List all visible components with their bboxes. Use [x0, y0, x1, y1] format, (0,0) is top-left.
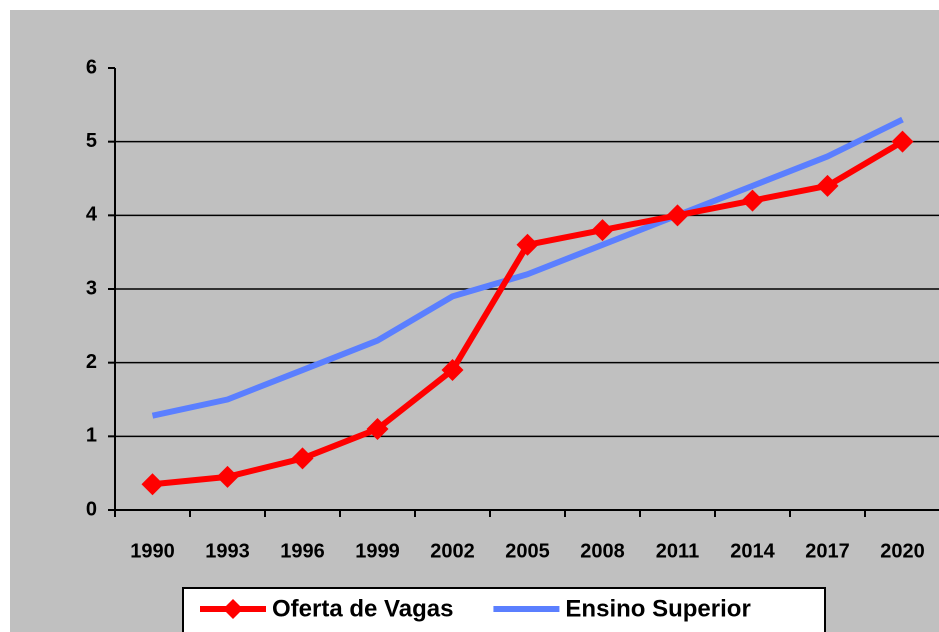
point — [516, 233, 539, 256]
point — [891, 130, 914, 153]
point — [366, 417, 389, 440]
point — [741, 189, 764, 212]
x-tick-label: 1996 — [280, 540, 325, 562]
x-tick-label: 2020 — [880, 540, 925, 562]
point — [216, 465, 239, 488]
y-tick-label: 1 — [86, 425, 97, 447]
y-tick-label: 0 — [86, 498, 97, 520]
series-line — [151, 116, 904, 419]
x-tick-label: 1990 — [130, 540, 175, 562]
point — [816, 174, 839, 197]
x-tick-label: 2002 — [430, 540, 475, 562]
x-tick-label: 2014 — [730, 540, 775, 562]
point — [591, 219, 614, 242]
x-tick-label: 1993 — [205, 540, 250, 562]
legend-marker — [223, 599, 243, 619]
x-tick-label: 2005 — [505, 540, 550, 562]
x-tick-label: 2011 — [656, 540, 699, 562]
point — [441, 359, 464, 382]
y-tick-label: 5 — [86, 130, 97, 152]
chart-background — [10, 10, 939, 632]
y-tick-label: 2 — [86, 351, 97, 373]
point — [291, 447, 314, 470]
legend-label: Ensino Superior — [565, 595, 750, 622]
x-tick-label: 2017 — [805, 540, 850, 562]
legend: Oferta de Vagas Ensino Superior — [182, 587, 826, 632]
y-tick-label: 6 — [86, 56, 97, 78]
point — [141, 473, 164, 496]
x-tick-label: 1999 — [355, 540, 400, 562]
y-tick-label: 4 — [86, 204, 98, 226]
x-tick-label: 2008 — [580, 540, 625, 562]
point — [666, 204, 689, 227]
y-tick-label: 3 — [86, 277, 97, 299]
legend-label: Oferta de Vagas — [272, 595, 453, 622]
